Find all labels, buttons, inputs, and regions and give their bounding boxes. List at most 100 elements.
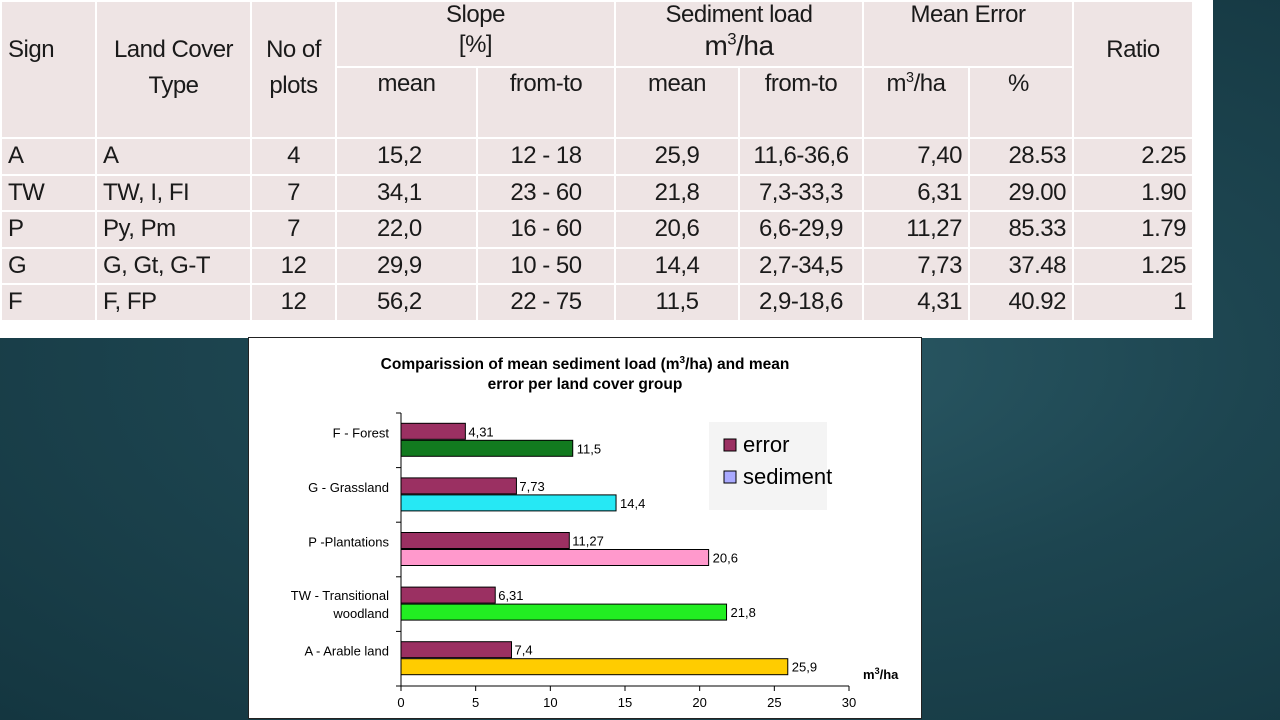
bar-error-label: 7,73 xyxy=(519,479,544,494)
legend-label: error xyxy=(743,432,789,457)
data-table-panel: Sign Land Cover Type No of plots Slope [… xyxy=(0,0,1213,338)
cell-land: Py, Pm xyxy=(97,212,250,247)
header-land-cover: Land Cover Type xyxy=(97,2,250,137)
bar-sediment-label: 14,4 xyxy=(620,496,645,511)
category-label: P -Plantations xyxy=(308,535,389,550)
bar-sediment-label: 21,8 xyxy=(731,605,756,620)
bar-sediment-label: 11,5 xyxy=(577,441,601,456)
header-slope-range: from-to xyxy=(478,68,614,137)
cell-ratio: 1.90 xyxy=(1074,175,1192,210)
cell-sed-range: 7,3-33,3 xyxy=(740,175,862,210)
bar-error-label: 6,31 xyxy=(498,588,523,603)
x-tick-label: 15 xyxy=(618,695,632,710)
bar-error xyxy=(400,422,466,440)
header-sign: Sign xyxy=(2,2,95,137)
header-no-of-plots: No of plots xyxy=(252,2,335,137)
cell-plots: 7 xyxy=(252,212,335,247)
cell-ratio: 2.25 xyxy=(1074,139,1192,174)
legend-swatch xyxy=(723,470,737,484)
data-table: Sign Land Cover Type No of plots Slope [… xyxy=(0,0,1194,322)
cell-err-m3: 7,73 xyxy=(864,248,968,283)
bar-error-label: 4,31 xyxy=(468,424,493,439)
bar-error-label: 11,27 xyxy=(572,534,604,549)
cell-sign: A xyxy=(2,139,95,174)
table-row: TW TW, I, FI 7 34,1 23 - 60 21,8 7,3-33,3 6,31 2… xyxy=(2,175,1192,210)
header-error-percent: % xyxy=(970,68,1072,137)
cell-err-pct: 28.53 xyxy=(970,139,1072,174)
cell-slope-range: 10 - 50 xyxy=(478,248,614,283)
table-row: G G, Gt, G-T 12 29,9 10 - 50 14,4 2,7-34,5 7,73… xyxy=(2,248,1192,283)
category-label: TW - Transitional woodland xyxy=(291,588,389,621)
header-sediment-mean: mean xyxy=(616,68,738,137)
header-sediment-range: from-to xyxy=(740,68,862,137)
cell-sed-mean: 11,5 xyxy=(616,285,738,320)
chart-title-line1: Comparission of mean sediment load (m3/h… xyxy=(381,355,790,373)
bar-sediment-label: 25,9 xyxy=(792,660,817,675)
x-tick-label: 25 xyxy=(767,695,781,710)
table-row: A A 4 15,2 12 - 18 25,9 11,6-36,6 7,40 28.53 2.25 xyxy=(2,139,1192,174)
cell-sed-range: 2,7-34,5 xyxy=(740,248,862,283)
cell-slope-range: 12 - 18 xyxy=(478,139,614,174)
cell-err-pct: 29.00 xyxy=(970,175,1072,210)
x-tick-label: 0 xyxy=(397,695,404,710)
cell-slope-range: 16 - 60 xyxy=(478,212,614,247)
cell-ratio: 1 xyxy=(1074,285,1192,320)
header-error-m3ha: m3/ha xyxy=(864,68,968,137)
cell-slope-range: 23 - 60 xyxy=(478,175,614,210)
header-slope: Slope [%] xyxy=(337,2,614,66)
cell-ratio: 1.79 xyxy=(1074,212,1192,247)
cell-sed-mean: 25,9 xyxy=(616,139,738,174)
chart-title-line2: error per land cover group xyxy=(488,376,683,393)
cell-land: TW, I, FI xyxy=(97,175,250,210)
cell-err-pct: 85.33 xyxy=(970,212,1072,247)
chart-legend: error sediment xyxy=(709,422,832,510)
legend-swatch xyxy=(723,438,737,452)
cell-sed-mean: 21,8 xyxy=(616,175,738,210)
bar-sediment xyxy=(400,494,617,512)
chart-panel: Comparission of mean sediment load (m3/h… xyxy=(248,337,922,719)
header-mean-error: Mean Error xyxy=(864,2,1072,66)
cell-sign: F xyxy=(2,285,95,320)
bar-sediment-label: 20,6 xyxy=(713,551,738,566)
cell-sed-mean: 14,4 xyxy=(616,248,738,283)
bar-error xyxy=(400,477,517,495)
bar-chart: Comparission of mean sediment load (m3/h… xyxy=(291,355,899,710)
cell-err-m3: 11,27 xyxy=(864,212,968,247)
category-label: A - Arable land xyxy=(304,644,389,659)
cell-plots: 7 xyxy=(252,175,335,210)
x-tick-label: 10 xyxy=(543,695,557,710)
legend-box xyxy=(709,422,827,510)
x-tick-label: 5 xyxy=(472,695,479,710)
bar-sediment xyxy=(400,658,789,676)
cell-plots: 12 xyxy=(252,285,335,320)
cell-slope-mean: 29,9 xyxy=(337,248,476,283)
x-tick-label: 20 xyxy=(692,695,706,710)
cell-plots: 4 xyxy=(252,139,335,174)
cell-land: G, Gt, G-T xyxy=(97,248,250,283)
legend-label: sediment xyxy=(743,464,832,489)
cell-err-m3: 7,40 xyxy=(864,139,968,174)
cell-sed-range: 2,9-18,6 xyxy=(740,285,862,320)
bar-sediment xyxy=(400,549,710,566)
category-label: G - Grassland xyxy=(308,480,389,495)
table-row: F F, FP 12 56,2 22 - 75 11,5 2,9-18,6 4,31 40.92… xyxy=(2,285,1192,320)
cell-slope-mean: 15,2 xyxy=(337,139,476,174)
cell-slope-mean: 34,1 xyxy=(337,175,476,210)
cell-slope-mean: 22,0 xyxy=(337,212,476,247)
cell-err-pct: 40.92 xyxy=(970,285,1072,320)
cell-err-m3: 4,31 xyxy=(864,285,968,320)
cell-err-pct: 37.48 xyxy=(970,248,1072,283)
table-row: P Py, Pm 7 22,0 16 - 60 20,6 6,6-29,9 11,27 85.3… xyxy=(2,212,1192,247)
header-slope-mean: mean xyxy=(337,68,476,137)
bar-sediment xyxy=(400,603,728,621)
cell-sign: TW xyxy=(2,175,95,210)
bar-error xyxy=(400,586,496,604)
category-label: F - Forest xyxy=(333,425,390,440)
cell-err-m3: 6,31 xyxy=(864,175,968,210)
x-tick-label: 30 xyxy=(842,695,856,710)
cell-sed-mean: 20,6 xyxy=(616,212,738,247)
cell-land: A xyxy=(97,139,250,174)
cell-sed-range: 11,6-36,6 xyxy=(740,139,862,174)
header-ratio: Ratio xyxy=(1074,2,1192,137)
cell-land: F, FP xyxy=(97,285,250,320)
